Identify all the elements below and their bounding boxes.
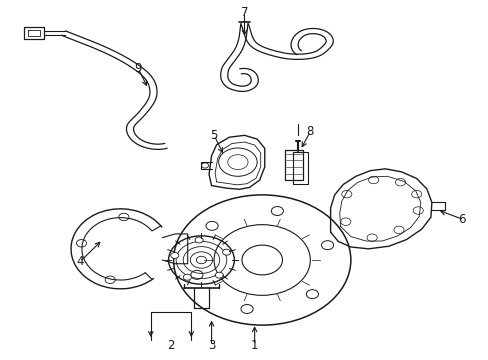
Circle shape (222, 249, 230, 255)
Text: 5: 5 (210, 129, 217, 142)
Text: 4: 4 (76, 255, 83, 268)
Text: 8: 8 (306, 125, 313, 138)
Circle shape (183, 274, 191, 280)
Text: 7: 7 (240, 6, 248, 19)
Text: 9: 9 (134, 62, 142, 75)
Circle shape (170, 252, 179, 258)
Circle shape (215, 272, 223, 278)
Text: 2: 2 (167, 339, 174, 352)
Text: 6: 6 (458, 212, 465, 226)
Text: 1: 1 (250, 339, 258, 352)
Circle shape (195, 237, 203, 243)
Text: 3: 3 (207, 339, 215, 352)
